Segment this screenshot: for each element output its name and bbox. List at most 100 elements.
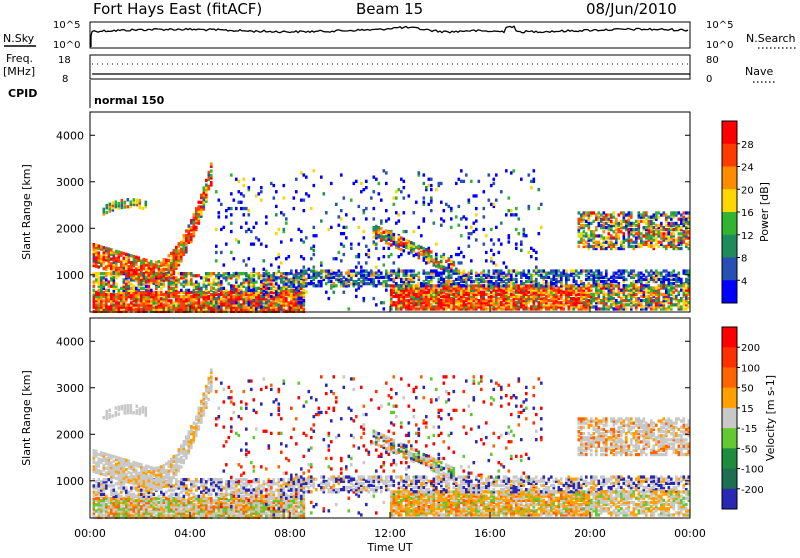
data-cell <box>413 230 416 233</box>
data-cell <box>298 297 301 300</box>
data-cell <box>125 253 128 256</box>
data-cell <box>618 247 621 250</box>
data-cell <box>140 259 143 262</box>
data-cell <box>603 211 606 214</box>
data-cell <box>203 186 206 189</box>
data-cell <box>578 241 581 244</box>
data-cell <box>393 233 396 236</box>
data-cell <box>595 280 598 283</box>
data-cell <box>175 246 178 249</box>
data-cell <box>480 291 483 294</box>
data-cell <box>265 270 268 273</box>
data-cell <box>353 274 356 277</box>
data-cell <box>465 297 468 300</box>
data-cell <box>520 178 523 181</box>
data-cell <box>105 256 108 259</box>
data-cell <box>365 245 368 248</box>
data-cell <box>650 274 653 277</box>
data-cell <box>528 280 531 283</box>
data-cell <box>635 232 638 235</box>
data-cell <box>680 284 683 287</box>
data-cell <box>603 286 606 289</box>
data-cell <box>578 284 581 287</box>
data-cell <box>663 293 666 296</box>
data-cell <box>623 276 626 279</box>
data-cell <box>293 274 296 277</box>
data-cell <box>190 278 193 281</box>
data-cell <box>475 219 478 222</box>
data-cell <box>198 205 201 208</box>
data-cell <box>513 269 516 272</box>
data-cell <box>345 278 348 281</box>
data-cell <box>265 215 268 218</box>
data-cell <box>523 228 526 231</box>
data-cell <box>155 306 158 309</box>
data-cell <box>605 297 608 300</box>
data-cell <box>335 203 338 206</box>
data-cell <box>505 266 508 269</box>
data-cell <box>510 209 513 212</box>
data-cell <box>360 266 363 269</box>
data-cell <box>680 247 683 250</box>
data-cell <box>115 272 118 275</box>
data-cell <box>680 218 683 221</box>
data-cell <box>508 196 511 199</box>
data-cell <box>260 274 263 277</box>
data-cell <box>423 201 426 204</box>
data-cell <box>363 188 366 191</box>
data-cell <box>298 276 301 279</box>
data-cell <box>370 278 373 281</box>
data-cell <box>433 276 436 279</box>
data-cell <box>678 224 681 227</box>
data-cell <box>280 307 283 310</box>
data-cell <box>93 310 96 313</box>
data-cell <box>300 291 303 294</box>
data-cell <box>678 211 681 214</box>
data-cell <box>643 226 646 229</box>
data-cell <box>133 255 136 258</box>
data-cell <box>413 293 416 296</box>
data-cell <box>395 211 398 214</box>
date-title: 08/Jun/2010 <box>586 0 677 18</box>
data-cell <box>460 217 463 220</box>
data-cell <box>363 209 366 212</box>
data-cell <box>645 284 648 287</box>
data-cell <box>393 295 396 298</box>
data-cell <box>625 286 628 289</box>
data-cell <box>278 276 281 279</box>
data-cell <box>298 228 301 231</box>
data-cell <box>463 255 466 258</box>
data-cell <box>240 201 243 204</box>
data-cell <box>355 295 358 298</box>
data-cell <box>313 226 316 229</box>
data-cell <box>133 303 136 306</box>
data-cell <box>528 295 531 298</box>
data-cell <box>528 284 531 287</box>
data-cell <box>593 211 596 214</box>
data-cell <box>583 243 586 246</box>
data-cell <box>430 284 433 287</box>
data-cell <box>203 276 206 279</box>
data-cell <box>503 272 506 275</box>
data-cell <box>560 272 563 275</box>
data-cell <box>238 289 241 292</box>
data-cell <box>585 241 588 244</box>
data-cell <box>540 291 543 294</box>
data-cell <box>240 282 243 285</box>
data-cell <box>428 272 431 275</box>
data-cell <box>480 272 483 275</box>
data-cell <box>468 199 471 202</box>
data-cell <box>635 274 638 277</box>
data-cell <box>600 234 603 237</box>
data-cell <box>430 303 433 306</box>
data-cell <box>393 261 396 264</box>
data-cell <box>490 184 493 187</box>
data-cell <box>490 291 493 294</box>
data-cell <box>508 234 511 237</box>
data-cell <box>458 261 461 264</box>
data-cell <box>460 276 463 279</box>
data-cell <box>620 220 623 223</box>
data-cell <box>645 295 648 298</box>
data-cell <box>500 222 503 225</box>
data-cell <box>230 284 233 287</box>
